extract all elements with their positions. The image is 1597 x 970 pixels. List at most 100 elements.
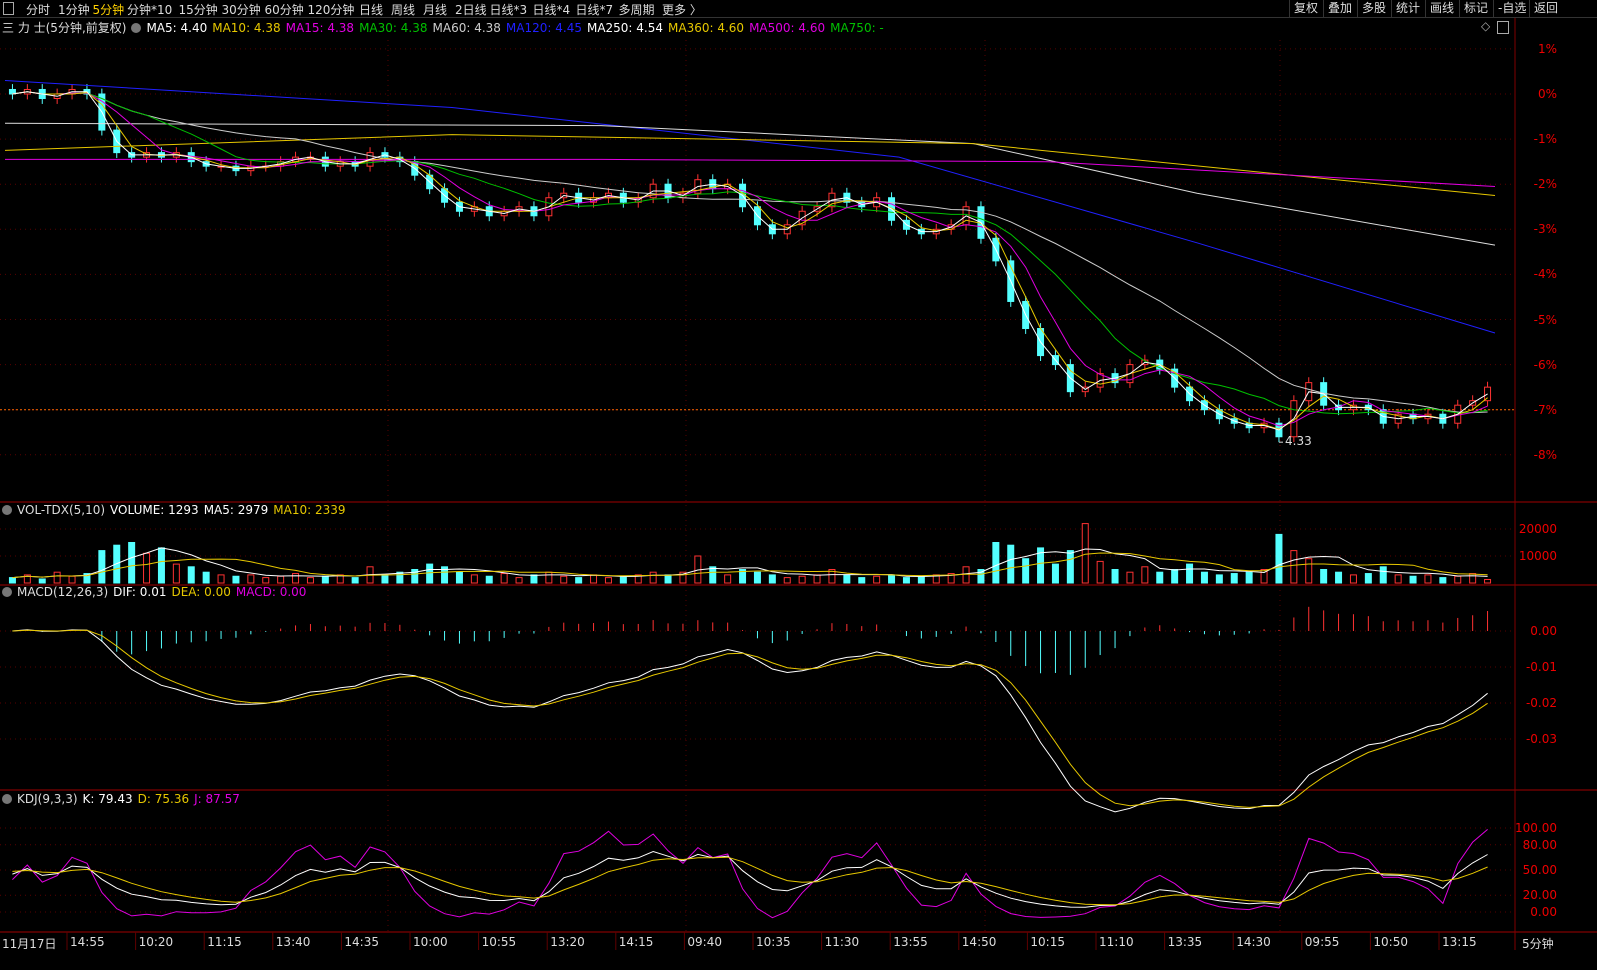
- toolbar-button-1[interactable]: 叠加: [1323, 0, 1356, 17]
- tab-period-13[interactable]: 日线*4: [532, 3, 571, 17]
- macd-dea-line: [12, 629, 1488, 808]
- volume-bar: [783, 577, 791, 584]
- volume-bar: [1469, 573, 1477, 584]
- macd-title: MACD(12,26,3): [17, 585, 109, 599]
- dropdown-icon[interactable]: [2, 587, 12, 597]
- volume-bar: [1051, 563, 1059, 584]
- tab-period-11[interactable]: 2日线: [455, 3, 487, 17]
- tab-period-15[interactable]: 多周期: [618, 3, 655, 17]
- tab-period-8[interactable]: 日线: [359, 3, 384, 17]
- tab-period-14[interactable]: 日线*7: [575, 3, 614, 17]
- legend-item: MA10: 4.38: [212, 21, 281, 35]
- legend-item: MA5: 4.40: [146, 21, 208, 35]
- volume-axis-label: 10000: [1518, 549, 1557, 563]
- ma-line-ma500: [5, 158, 1496, 187]
- volume-bar: [1215, 574, 1223, 584]
- toolbar-button-5[interactable]: 标记: [1459, 0, 1492, 17]
- legend-item: MA500: 4.60: [749, 21, 826, 35]
- time-axis-label: 10:55: [481, 935, 517, 949]
- volume-bar: [396, 571, 404, 584]
- volume-bar: [441, 566, 449, 584]
- tab-period-16[interactable]: 更多 〉: [662, 3, 702, 17]
- volume-bar: [38, 578, 46, 584]
- legend-item: MACD: 0.00: [235, 585, 307, 599]
- volume-bar: [277, 575, 285, 584]
- volume-bar: [172, 563, 180, 584]
- tab-period-9[interactable]: 周线: [391, 3, 416, 17]
- volume-bar: [798, 575, 806, 584]
- volume-bar: [143, 552, 151, 584]
- volume-bar: [306, 577, 314, 584]
- volume-bar: [1349, 574, 1357, 584]
- volume-bar: [768, 574, 776, 584]
- dropdown-icon[interactable]: [131, 23, 142, 33]
- tab-period-10[interactable]: 月线: [423, 3, 448, 17]
- kdj-d-line: [12, 856, 1488, 906]
- layout-toggle-icon[interactable]: [1497, 21, 1509, 34]
- volume-bar: [1245, 571, 1253, 584]
- volume-bar: [1126, 571, 1134, 584]
- volume-bar: [426, 563, 434, 584]
- volume-bar: [649, 571, 657, 584]
- toolbar-button-6[interactable]: -自选: [1493, 0, 1530, 17]
- tab-period-3[interactable]: 分钟*10: [127, 3, 173, 17]
- dropdown-icon[interactable]: [2, 794, 12, 804]
- ma-line-ma360: [4, 134, 1496, 196]
- legend-item: MA120: 4.45: [505, 21, 582, 35]
- time-axis-label: 13:55: [893, 935, 928, 949]
- tab-period-0[interactable]: 分时: [26, 3, 51, 17]
- tab-period-7[interactable]: 120分钟: [307, 3, 355, 17]
- tab-period-1[interactable]: 1分钟: [58, 3, 90, 17]
- panel-toggle-icon[interactable]: [3, 2, 14, 15]
- tab-period-5[interactable]: 30分钟: [221, 3, 261, 17]
- volume-bar: [247, 574, 255, 584]
- volume-bar: [619, 575, 627, 584]
- ma-line-10: [12, 91, 1488, 415]
- volume-bar: [53, 571, 61, 584]
- volume-bar: [217, 574, 225, 584]
- time-axis-label: 14:30: [1236, 935, 1271, 949]
- volume-bar: [1320, 569, 1328, 584]
- time-axis-label: 11月17日: [2, 937, 57, 951]
- toolbar-button-7[interactable]: 返回: [1529, 0, 1562, 17]
- volume-bar: [292, 573, 300, 584]
- dropdown-icon[interactable]: [2, 505, 12, 515]
- tab-period-4[interactable]: 15分钟: [178, 3, 218, 17]
- time-axis-label: 10:35: [756, 935, 791, 949]
- volume-bar: [1037, 547, 1045, 584]
- volume-bar: [664, 574, 672, 584]
- legend-item: MA30: 4.38: [359, 21, 428, 35]
- volume-bar: [902, 577, 910, 584]
- toolbar-button-4[interactable]: 画线: [1425, 0, 1458, 17]
- toolbar-button-3[interactable]: 统计: [1391, 0, 1424, 17]
- toolbar: 分时 1分钟 5分钟 分钟*10 15分钟 30分钟 60分钟 120分钟 日线 周线 月线 2日线日…: [0, 0, 1597, 18]
- volume-bar: [858, 577, 866, 584]
- price-axis-label: -6%: [1533, 357, 1557, 372]
- toolbar-button-0[interactable]: 复权: [1289, 0, 1322, 17]
- legend-item: MA5: 2979: [203, 503, 269, 517]
- volume-bar: [1081, 523, 1089, 584]
- time-axis-label: 14:15: [618, 935, 654, 949]
- volume-bar: [888, 574, 896, 584]
- tab-period-6[interactable]: 60分钟: [264, 3, 304, 17]
- main-legend: 三 力 士(5分钟,前复权) MA5: 4.40 MA10: 4.38 MA15: 4…: [2, 19, 894, 36]
- time-axis-label: 13:35: [1167, 935, 1203, 949]
- volume-bar: [351, 577, 359, 584]
- volume-ma10: [12, 552, 1488, 579]
- time-axis-label: 11:10: [1099, 935, 1134, 949]
- diamond-icon[interactable]: ◇: [1481, 19, 1491, 33]
- toolbar-button-2[interactable]: 多股: [1357, 0, 1390, 17]
- period-label[interactable]: 5分钟: [1522, 937, 1554, 951]
- volume-bar: [98, 550, 106, 584]
- stock-title: 三 力 士(5分钟,前复权): [2, 21, 127, 35]
- volume-bar: [321, 575, 329, 584]
- volume-bar: [1111, 569, 1119, 584]
- tab-period-2[interactable]: 5分钟: [92, 3, 125, 17]
- tab-period-12[interactable]: 日线*3: [489, 3, 528, 17]
- time-axis-label: 10:20: [138, 935, 174, 949]
- volume-bar: [843, 574, 851, 584]
- volume-bar: [381, 574, 389, 584]
- volume-bar: [1007, 544, 1015, 584]
- volume-bar: [128, 542, 136, 584]
